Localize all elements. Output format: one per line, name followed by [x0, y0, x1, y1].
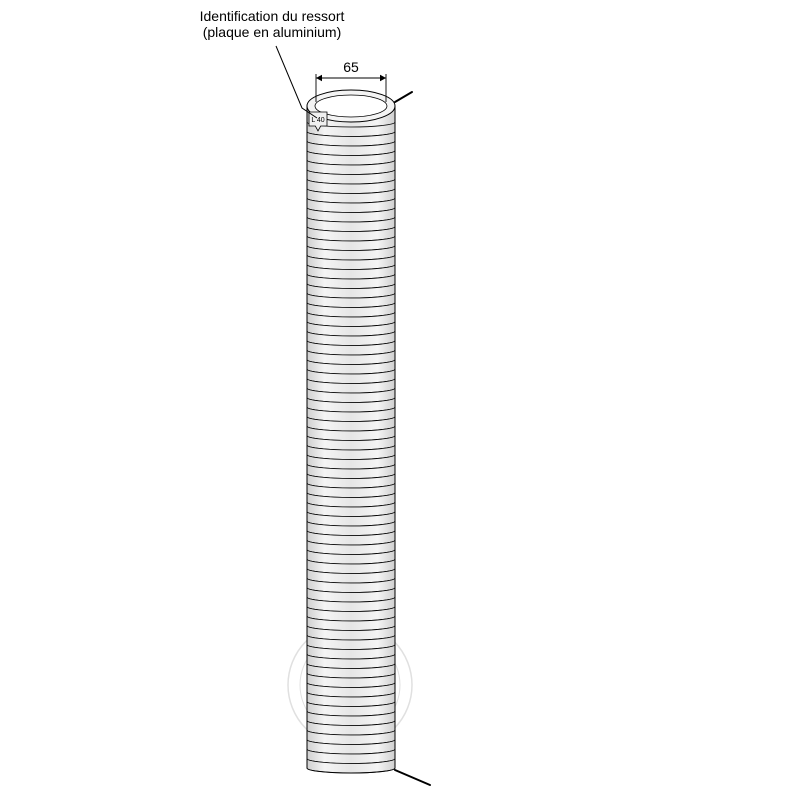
plate-marking-text: L 40 [311, 117, 324, 124]
spring-diagram-svg: BERNIERFranceL 4065 [0, 0, 800, 800]
spring-tang-top [395, 92, 412, 102]
dimension-value-text: 65 [343, 59, 359, 75]
spring-tang-bottom [395, 770, 430, 785]
